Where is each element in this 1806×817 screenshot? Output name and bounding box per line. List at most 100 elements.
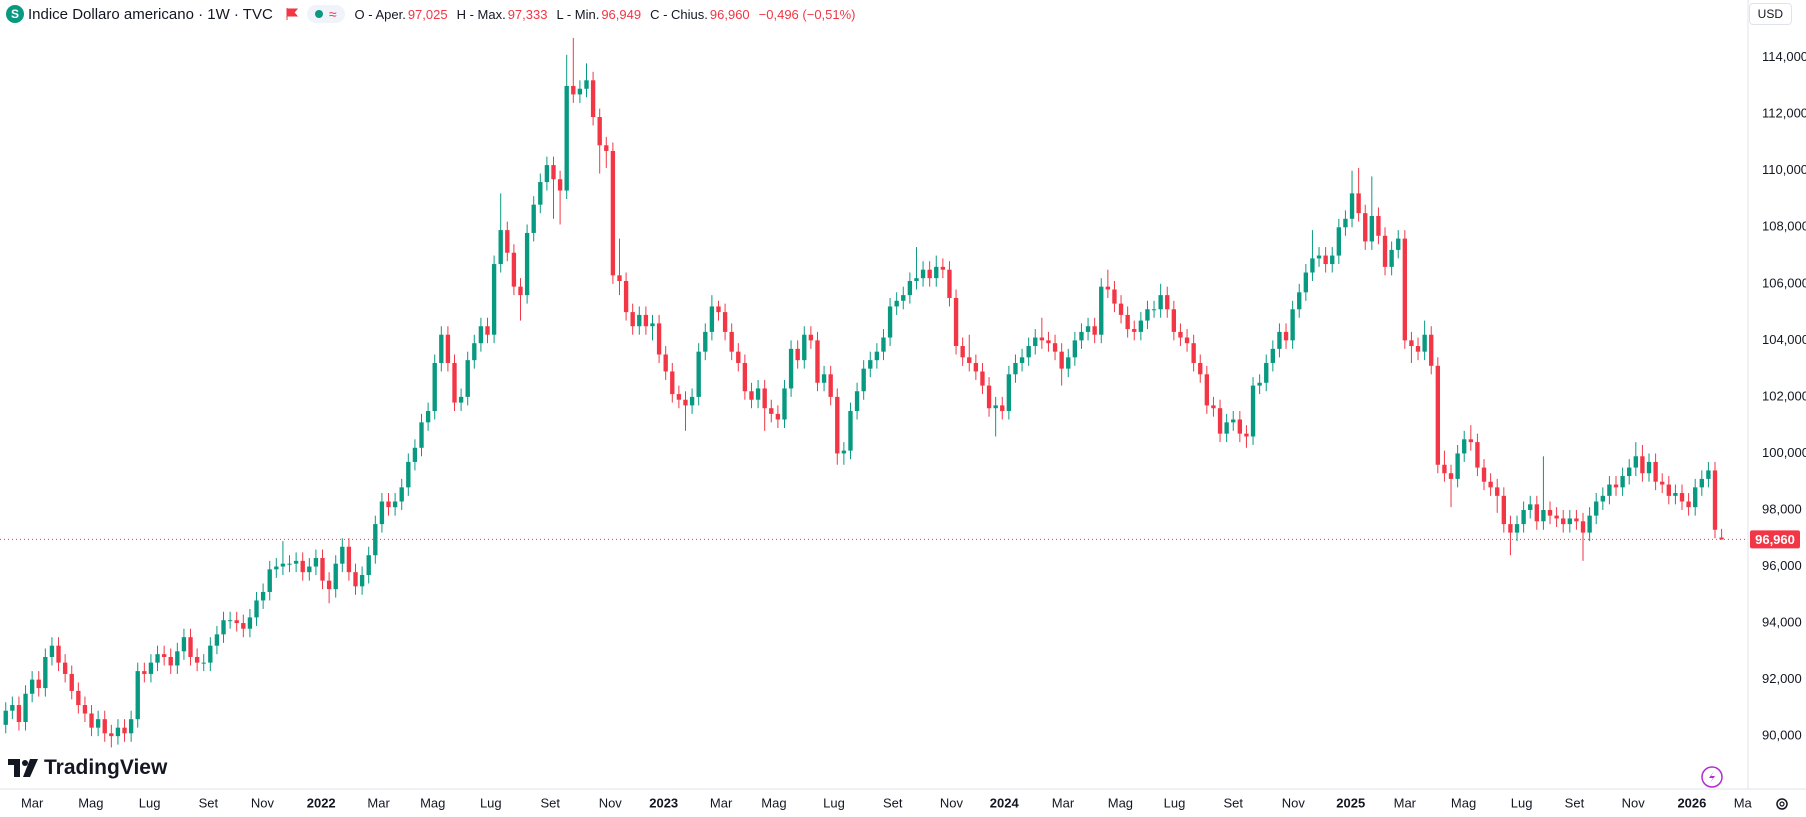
candle-body xyxy=(1633,456,1638,468)
candle-body xyxy=(907,280,913,296)
y-tick-label: 90,000 xyxy=(1762,728,1802,743)
candle-body xyxy=(1660,481,1665,485)
candle-body xyxy=(353,572,358,587)
status-dot xyxy=(314,10,323,18)
open-label: O - Aper. xyxy=(354,6,406,22)
pill-text: ≈ xyxy=(328,6,337,22)
y-tick-label: 100,000 xyxy=(1762,445,1806,460)
candle-body xyxy=(868,360,873,369)
candle-body xyxy=(795,348,800,361)
candle-body xyxy=(122,727,127,734)
candle-body xyxy=(1231,419,1236,423)
x-tick-label: Nov xyxy=(940,795,964,810)
candle-body xyxy=(1442,464,1447,474)
symbol-title[interactable]: Indice Dollaro americano · 1W · TVC xyxy=(28,5,273,23)
x-tick-label: Lug xyxy=(1511,795,1533,810)
y-tick-label: 114,000 xyxy=(1762,49,1806,64)
y-tick-label: 112,000 xyxy=(1762,106,1806,121)
plot-area xyxy=(3,37,1724,748)
candle-body xyxy=(115,727,121,737)
x-tick-label: Set xyxy=(540,795,560,810)
candle-body xyxy=(848,411,853,451)
candle-body xyxy=(214,634,220,646)
candle-body xyxy=(729,331,734,352)
candle-body xyxy=(1429,334,1434,366)
x-tick-label: Ma xyxy=(1734,795,1753,810)
candle-body xyxy=(920,269,926,279)
candle-body xyxy=(1422,334,1427,352)
candle-body xyxy=(1679,493,1685,502)
candle-body xyxy=(1620,476,1625,488)
brand-logo[interactable]: TradingView xyxy=(8,756,167,780)
candle-body xyxy=(1646,461,1652,474)
candle-body xyxy=(584,80,589,89)
flag-icon[interactable] xyxy=(285,7,299,21)
candle-body xyxy=(76,690,81,706)
candle-body xyxy=(1257,382,1262,386)
candle-body xyxy=(227,620,233,622)
candle-body xyxy=(188,637,193,657)
candle-body xyxy=(1118,303,1124,315)
candle-body xyxy=(1501,495,1506,525)
candle-body xyxy=(425,411,431,423)
candle-body xyxy=(1435,365,1441,465)
candle-body xyxy=(1475,442,1480,468)
candle-body xyxy=(95,719,101,728)
x-tick-label: Nov xyxy=(1282,795,1306,810)
candle-body xyxy=(1316,255,1322,259)
candle-body xyxy=(333,563,338,590)
currency-button[interactable]: USD xyxy=(1748,3,1792,25)
candle-body xyxy=(1567,518,1572,525)
x-tick-label: Set xyxy=(883,795,903,810)
candle-body xyxy=(656,323,662,355)
candle-body xyxy=(861,368,866,392)
candle-body xyxy=(1594,501,1599,516)
candle-body xyxy=(986,385,992,409)
candle-body xyxy=(1323,255,1328,265)
candle-body xyxy=(1303,272,1309,293)
candle-body xyxy=(742,362,748,392)
candle-body xyxy=(406,461,411,488)
candle-body xyxy=(538,182,543,205)
candle-body xyxy=(234,620,239,624)
candle-body xyxy=(1336,227,1342,256)
candle-body xyxy=(89,713,94,728)
candle-body xyxy=(287,563,292,565)
candle-body xyxy=(703,331,708,352)
y-tick-label: 98,000 xyxy=(1762,501,1802,516)
y-tick-label: 106,000 xyxy=(1762,275,1806,290)
lightning-icon[interactable] xyxy=(1701,766,1723,788)
candle-body xyxy=(386,501,391,508)
candle-body xyxy=(1211,405,1216,409)
candle-body xyxy=(472,343,477,361)
candle-body xyxy=(551,165,556,180)
x-tick-label: Lug xyxy=(480,795,502,810)
candle-body xyxy=(379,501,385,525)
candle-body xyxy=(1132,329,1137,332)
candle-body xyxy=(1607,484,1612,496)
candle-body xyxy=(485,326,490,335)
candle-body xyxy=(788,348,794,389)
candle-body xyxy=(557,179,563,191)
candle-body xyxy=(696,351,701,397)
settings-icon[interactable] xyxy=(1776,798,1788,810)
candle-body xyxy=(326,580,332,590)
candle-body xyxy=(254,600,259,618)
last-price-box xyxy=(1750,530,1800,549)
candle-body xyxy=(148,662,154,674)
candle-body xyxy=(1264,362,1269,383)
candle-body xyxy=(340,546,345,564)
candle-body xyxy=(815,340,820,383)
candle-body xyxy=(445,334,451,363)
candle-body xyxy=(1026,346,1031,358)
status-pill[interactable]: ≈ xyxy=(306,5,345,23)
candle-body xyxy=(854,391,860,412)
candle-body xyxy=(128,719,134,734)
candle-body xyxy=(280,563,286,567)
candle-body xyxy=(1013,362,1018,375)
candle-body xyxy=(577,88,583,95)
candle-body xyxy=(1534,504,1539,522)
candle-body xyxy=(69,673,74,691)
candle-body xyxy=(1468,439,1474,443)
candle-body xyxy=(940,266,946,270)
